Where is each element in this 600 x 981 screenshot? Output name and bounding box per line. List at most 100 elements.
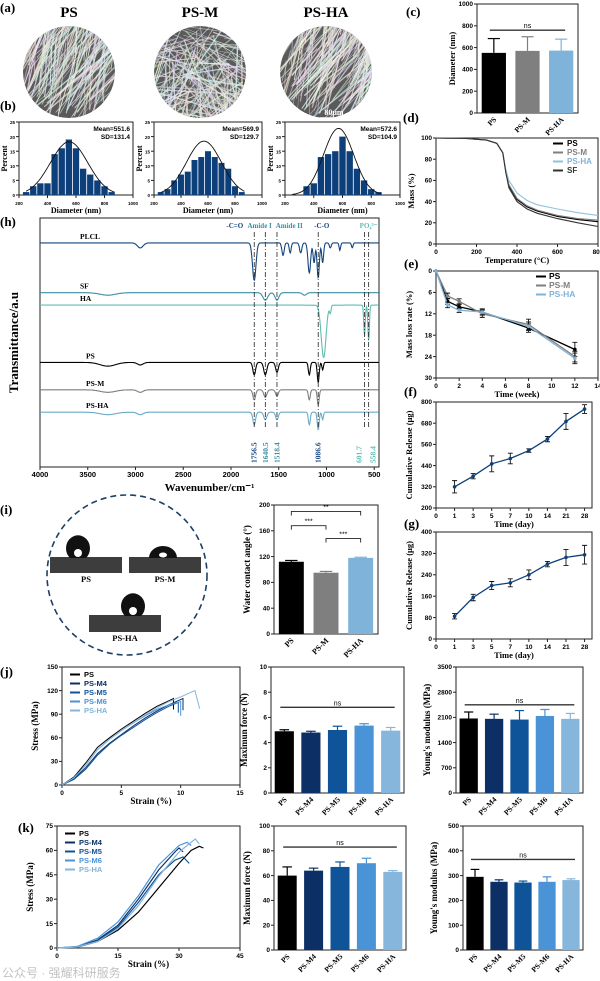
- legend-label: PS-M6: [79, 856, 102, 865]
- category-label: PS-M6: [527, 795, 549, 817]
- fiber: [225, 73, 246, 118]
- fiber: [162, 43, 212, 99]
- y-axis-label: Stress (MPa): [30, 701, 40, 751]
- fiber: [327, 26, 336, 72]
- x-axis-label: Temperature (°C): [485, 255, 550, 265]
- fiber: [82, 79, 93, 117]
- fiber: [369, 26, 372, 55]
- fiber: [333, 26, 372, 57]
- fiber: [298, 26, 307, 61]
- fiber: [24, 55, 67, 100]
- x-axis-label: Time (week): [495, 389, 540, 399]
- bar: [330, 866, 350, 950]
- droplet-highlight: [159, 552, 167, 558]
- fiber: [360, 59, 372, 92]
- fiber: [350, 26, 372, 40]
- droplet: [121, 593, 146, 616]
- fiber: [244, 92, 246, 118]
- x-tick-label: 14: [594, 383, 600, 390]
- x-tick-label: 14: [544, 644, 552, 651]
- x-tick-label: 500: [368, 470, 381, 479]
- fiber: [39, 26, 71, 46]
- histogram-bar: [339, 136, 346, 195]
- fiber: [114, 29, 115, 63]
- droplet-highlight: [74, 549, 82, 557]
- y-tick-label: 0: [455, 947, 459, 954]
- y-axis-label: Transmittance/a.u: [6, 292, 21, 393]
- panel-label: (h): [0, 214, 16, 229]
- panel-label: (b): [0, 98, 16, 113]
- legend-label: PS-M5: [84, 688, 107, 697]
- histogram-bar: [44, 183, 51, 195]
- fiber: [156, 52, 227, 118]
- fiber: [197, 104, 237, 118]
- series-line: [454, 554, 585, 617]
- y-tick-label: 160: [421, 593, 432, 600]
- series-line: [61, 701, 179, 786]
- series-line: [56, 841, 192, 949]
- category-label: PS: [279, 952, 292, 965]
- fiber: [114, 26, 115, 36]
- spectrum-line: [40, 361, 379, 384]
- y-tick-label: 40: [263, 605, 271, 612]
- spectrum-line: [40, 389, 379, 406]
- fiber: [107, 26, 115, 64]
- fiber: [203, 81, 211, 118]
- fiber: [318, 55, 359, 87]
- data-point: [452, 485, 457, 489]
- data-point: [445, 303, 450, 307]
- droplet: [149, 546, 177, 558]
- y-tick-label: 20: [145, 135, 151, 140]
- legend-label: PS-M: [549, 280, 570, 290]
- fiber: [23, 44, 47, 100]
- droplet: [66, 535, 90, 558]
- histogram-bar: [225, 168, 232, 195]
- fiber: [105, 43, 115, 92]
- histogram-bar: [87, 174, 94, 195]
- fiber: [98, 26, 115, 75]
- series-line: [61, 697, 174, 786]
- fiber: [218, 58, 246, 67]
- spectrum-label: PS-M: [86, 379, 104, 388]
- histogram-bar: [184, 171, 191, 195]
- fiber: [77, 0, 115, 22]
- data-point: [526, 324, 531, 329]
- fiber: [78, 39, 106, 74]
- fiber: [350, 53, 372, 85]
- x-tick-label: 4000: [32, 470, 49, 479]
- y-tick-label: 80: [425, 615, 433, 622]
- fiber: [359, 26, 372, 39]
- fiber: [286, 26, 324, 102]
- category-label: PS-M5: [322, 952, 344, 974]
- normal-fit-curve: [25, 141, 115, 193]
- fiber: [36, 26, 85, 97]
- fiber: [308, 26, 353, 71]
- spectrum-label: PS-HA: [86, 401, 109, 410]
- legend-label: SF: [567, 166, 577, 175]
- data-point: [564, 419, 568, 424]
- panel-label: (c): [406, 4, 420, 19]
- fiber: [88, 26, 113, 38]
- fiber: [308, 70, 372, 118]
- series-line: [61, 700, 182, 786]
- stats-annotation: SD=104.9: [368, 134, 397, 141]
- data-point: [434, 269, 438, 273]
- fiber: [375, 42, 412, 91]
- x-tick-label: 800: [593, 249, 600, 256]
- fiber: [213, 45, 240, 101]
- data-point: [452, 614, 457, 619]
- fiber: [180, 95, 238, 108]
- y-tick-label: 300: [448, 873, 459, 880]
- histogram-bar: [37, 183, 44, 195]
- y-tick-label: 2100: [438, 715, 453, 722]
- series-line: [61, 697, 184, 786]
- spectrum-line: [40, 411, 379, 431]
- fiber: [92, 26, 104, 61]
- fiber: [154, 58, 160, 111]
- fiber: [189, 76, 246, 118]
- fiber: [107, 26, 115, 52]
- fiber: [366, 26, 372, 70]
- fiber: [219, 68, 246, 108]
- histogram-bar: [211, 157, 218, 195]
- fiber: [154, 77, 168, 118]
